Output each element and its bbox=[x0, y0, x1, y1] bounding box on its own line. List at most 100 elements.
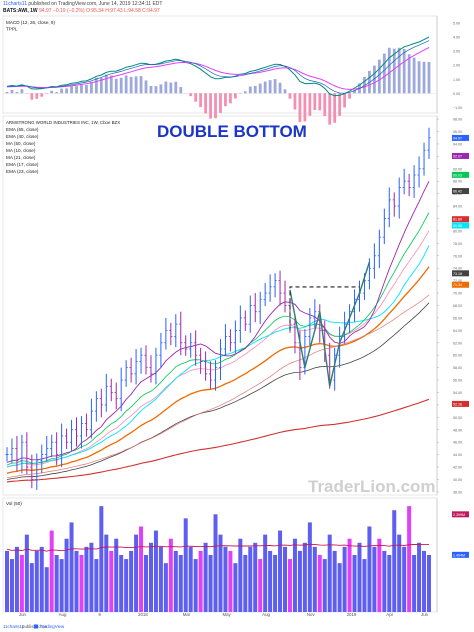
author-link[interactable]: 11charts11 bbox=[3, 1, 27, 7]
price-bar bbox=[139, 347, 143, 374]
macd-histogram-bar bbox=[243, 91, 247, 94]
volume-bar bbox=[44, 567, 49, 612]
macd-histogram-bar bbox=[134, 76, 138, 94]
ema40-line bbox=[6, 266, 430, 474]
price-tag-label: 52.16 bbox=[453, 402, 462, 406]
volume-bar bbox=[283, 546, 288, 612]
macd-histogram-bar bbox=[99, 77, 103, 94]
ema17-line bbox=[6, 212, 430, 466]
price-bar bbox=[258, 291, 262, 325]
macd-histogram-bar bbox=[412, 57, 416, 94]
volume-tag-label: 2.399M bbox=[453, 513, 465, 517]
macd-histogram-bar bbox=[248, 86, 252, 94]
price-axis-tick-label: 70.00 bbox=[453, 292, 462, 296]
neckline-dashed bbox=[289, 286, 360, 331]
price-bar bbox=[392, 192, 396, 217]
macd-histogram-bar bbox=[288, 93, 292, 99]
volume-bar bbox=[34, 550, 39, 612]
tppl-line bbox=[6, 40, 430, 94]
volume-bar bbox=[213, 514, 218, 612]
price-axis-tick-label: 54.00 bbox=[453, 391, 462, 395]
price-axis-tick-label: 68.00 bbox=[453, 304, 462, 308]
volume-bar bbox=[357, 542, 362, 612]
price-bar bbox=[199, 347, 203, 374]
price-tag-label: 92.07 bbox=[453, 154, 462, 158]
macd-histogram-bar bbox=[10, 90, 14, 94]
volume-bar bbox=[173, 550, 178, 612]
price-axis-tick-label: 98.00 bbox=[453, 118, 462, 122]
chart-title: DOUBLE BOTTOM bbox=[157, 122, 307, 141]
volume-tag-box bbox=[452, 511, 469, 518]
x-axis-tick-label: Nov bbox=[307, 612, 316, 617]
price-axis-tick-label: 96.00 bbox=[453, 130, 462, 134]
volume-bar bbox=[54, 555, 59, 612]
volume-bar bbox=[367, 526, 372, 612]
price-bar bbox=[189, 332, 193, 358]
price-bar bbox=[109, 378, 113, 402]
macd-histogram-bar bbox=[417, 61, 421, 94]
price-axis-tick-label: 88.00 bbox=[453, 180, 462, 184]
volume-bar bbox=[158, 546, 163, 612]
macd-axis-tick-label: 3.00 bbox=[453, 50, 460, 54]
volume-bar bbox=[397, 534, 402, 612]
volume-bar bbox=[109, 550, 114, 612]
price-bar bbox=[5, 447, 9, 462]
price-tag-box bbox=[452, 152, 469, 159]
price-tag-label: 94.97 bbox=[453, 136, 462, 140]
volume-bar bbox=[263, 534, 268, 612]
volume-bar bbox=[422, 550, 427, 612]
price-axis-tick-label: 90.00 bbox=[453, 167, 462, 171]
price-tag: 92.07 bbox=[452, 152, 469, 159]
price-bar bbox=[243, 310, 247, 331]
price-axis-tick-label: 64.00 bbox=[453, 329, 462, 333]
price-axis-tick-label: 44.00 bbox=[453, 453, 462, 457]
price-bar bbox=[15, 435, 19, 472]
macd-histogram-bar bbox=[328, 93, 332, 125]
macd-histogram-bar bbox=[35, 93, 39, 99]
macd-histogram-bar bbox=[323, 93, 327, 117]
macd-histogram-bar bbox=[214, 93, 217, 119]
price-panel-frame bbox=[2, 115, 438, 496]
price-axis-tick-label: 94.00 bbox=[453, 142, 462, 146]
price-bar bbox=[69, 419, 74, 451]
macd-histogram-bar bbox=[333, 93, 337, 123]
macd-histogram-bar bbox=[229, 93, 232, 104]
x-axis-tick-label: 2019 bbox=[347, 612, 357, 617]
price-bar bbox=[412, 165, 416, 199]
price-axis-tick-label: 74.00 bbox=[453, 267, 462, 271]
volume-bar bbox=[203, 542, 208, 612]
price-tag-box bbox=[452, 134, 469, 141]
published-text: published on TradingView.com, June 14, 2… bbox=[28, 1, 163, 7]
volume-bar bbox=[407, 506, 412, 612]
ohlc-values: O:95.34 H:97.43 L:94.58 C:94.97 bbox=[86, 8, 160, 14]
macd-histogram-bar bbox=[209, 93, 212, 119]
macd-histogram-bar bbox=[45, 93, 49, 94]
volume-bar bbox=[412, 555, 417, 612]
price-tag-box bbox=[452, 188, 469, 195]
volume-bar bbox=[337, 563, 342, 612]
volume-bar bbox=[362, 559, 367, 612]
macd-histogram-bar bbox=[382, 53, 386, 94]
macd-histogram-bar bbox=[50, 90, 54, 94]
volume-legend: Vol (50) bbox=[6, 501, 22, 506]
macd-histogram-bar bbox=[20, 89, 24, 94]
price-axis-tick-label: 58.00 bbox=[453, 366, 462, 370]
price-bar bbox=[10, 438, 14, 464]
macd-histogram-bar bbox=[189, 93, 193, 97]
tradingview-logo-icon bbox=[34, 624, 38, 629]
volume-bar bbox=[233, 563, 238, 612]
volume-bar bbox=[39, 546, 44, 612]
price-bar bbox=[60, 423, 64, 468]
macd-axis-tick-label: −1.00 bbox=[453, 106, 462, 110]
macd-histogram-bar bbox=[258, 83, 262, 94]
price-axis-tick-label: 72.00 bbox=[453, 279, 462, 283]
volume-bar bbox=[392, 510, 397, 612]
volume-bar bbox=[94, 559, 99, 612]
macd-histogram-bar bbox=[40, 93, 44, 97]
volume-bar bbox=[297, 550, 302, 612]
volume-bar bbox=[163, 563, 168, 612]
volume-bar bbox=[347, 538, 352, 612]
x-axis-tick-label: Apr bbox=[386, 612, 393, 617]
